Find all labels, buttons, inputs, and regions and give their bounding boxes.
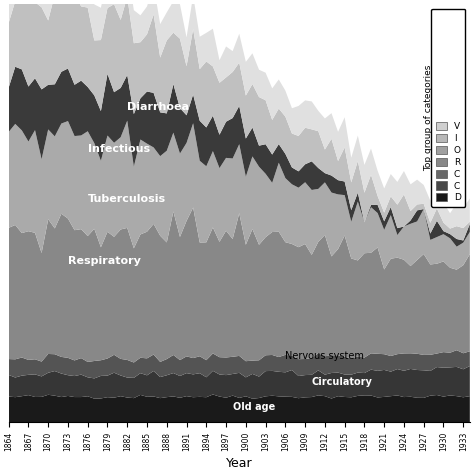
Text: Tuberculosis: Tuberculosis [88,194,166,204]
Text: Diarrhoea: Diarrhoea [127,102,189,112]
Text: Circulatory: Circulatory [312,377,373,387]
Text: Nervous system: Nervous system [285,351,364,361]
Text: Infectious: Infectious [88,144,150,154]
Legend: V, I, O, R, C, C, D: V, I, O, R, C, C, D [431,9,465,207]
Text: Respiratory: Respiratory [68,255,141,265]
Text: Old age: Old age [233,401,275,411]
X-axis label: Year: Year [226,457,253,470]
